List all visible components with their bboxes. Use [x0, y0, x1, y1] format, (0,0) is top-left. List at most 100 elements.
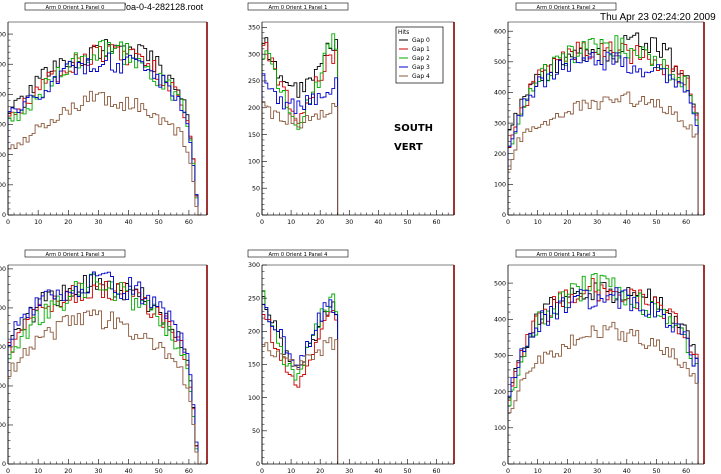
histogram-panel: Arm 0 Orient 1 Panel 3 0 100 200 300 400 500 0 1… [494, 249, 705, 474]
y-tick-label: 0 [502, 461, 506, 468]
y-tick-label: 0 [2, 212, 6, 219]
x-tick-label: 10 [34, 468, 42, 474]
y-tick-label: 250 [248, 295, 260, 302]
series-line [507, 51, 699, 215]
x-tick-label: 10 [287, 468, 295, 474]
y-tick-label: 500 [0, 61, 6, 68]
annotation-south: SOUTH [394, 123, 433, 134]
histogram-panel: Arm 0 Orient 1 Panel 2010020030040050060… [494, 2, 705, 226]
series-line [261, 101, 339, 215]
x-tick-label: 50 [155, 468, 163, 474]
panel-title-box [515, 2, 617, 11]
y-tick-label: 600 [0, 31, 6, 38]
x-tick-label: 20 [563, 219, 571, 226]
series-line [261, 310, 339, 464]
panel-title-box [24, 2, 126, 11]
histogram-panel: Arm 0 Orient 1 Panel 0010020030040050060… [0, 2, 208, 226]
x-tick-label: 0 [6, 468, 10, 474]
legend-title: Hits [398, 30, 409, 36]
series-line [507, 272, 699, 464]
panel-title-box [247, 2, 349, 11]
series-line [507, 32, 699, 215]
series-line [507, 41, 699, 215]
x-tick-label: 60 [433, 468, 441, 474]
y-tick-label: 0 [256, 212, 260, 219]
y-tick-label: 300 [0, 344, 6, 351]
x-tick-label: 30 [593, 219, 601, 226]
histogram-panel: Arm 0 Orient 1 Panel 1050100150200250300… [247, 2, 455, 226]
legend-label: Gap 0 [412, 37, 430, 44]
x-tick-label: 30 [593, 468, 601, 474]
series-line [7, 90, 201, 216]
y-tick-label: 300 [248, 51, 260, 58]
y-tick-label: 200 [494, 389, 506, 396]
x-tick-label: 60 [185, 468, 193, 474]
x-tick-label: 30 [345, 468, 353, 474]
series-line [507, 91, 699, 215]
series-line [261, 33, 339, 215]
x-tick-label: 10 [34, 219, 42, 226]
y-tick-label: 100 [0, 422, 6, 429]
y-tick-label: 100 [0, 182, 6, 189]
timestamp: Thu Apr 23 02:24:20 2009 [600, 12, 716, 23]
y-tick-label: 150 [248, 362, 260, 369]
y-tick-label: 0 [256, 461, 260, 468]
series-line [507, 321, 699, 464]
file-name: result/onlMon/hist/oa-0-4-282128.root [53, 2, 204, 12]
y-tick-label: 500 [494, 280, 506, 287]
x-tick-label: 20 [64, 219, 72, 226]
x-tick-label: 30 [94, 219, 102, 226]
x-tick-label: 20 [316, 468, 324, 474]
y-tick-label: 500 [494, 59, 506, 66]
legend-box [395, 26, 444, 84]
y-tick-label: 100 [494, 182, 506, 189]
series-line [261, 337, 339, 464]
series-line [7, 52, 201, 216]
x-tick-label: 30 [94, 468, 102, 474]
x-tick-label: 40 [374, 219, 382, 226]
x-tick-label: 50 [652, 468, 660, 474]
series-line [7, 273, 201, 465]
y-tick-label: 100 [248, 395, 260, 402]
x-tick-label: 40 [125, 219, 133, 226]
y-tick-label: 400 [0, 305, 6, 312]
y-tick-label: 200 [248, 105, 260, 112]
histogram-panel: Arm 0 Orient 1 Panel 3 0 100 200 300 400 500 0 1… [0, 249, 208, 474]
legend-label: Gap 2 [412, 55, 430, 62]
series-line [7, 39, 201, 216]
x-tick-label: 0 [260, 468, 264, 474]
legend-label: Gap 3 [412, 64, 430, 71]
series-line [7, 280, 201, 465]
panel-title: Arm 0 Orient 1 Panel 2 [537, 5, 596, 11]
series-line [7, 44, 201, 216]
y-tick-label: 50 [252, 428, 260, 435]
y-tick-label: 0 [502, 212, 506, 219]
series-line [7, 273, 201, 465]
x-tick-label: 60 [682, 219, 690, 226]
x-tick-label: 50 [403, 468, 411, 474]
y-tick-label: 50 [252, 185, 260, 192]
series-line [7, 39, 201, 216]
annotation-vert: VERT [394, 142, 423, 153]
series-line [507, 277, 699, 464]
y-tick-label: 350 [248, 25, 260, 32]
series-line [507, 282, 699, 464]
panel-title-box [247, 249, 349, 258]
x-tick-label: 0 [506, 468, 510, 474]
histogram-panel: Arm 0 Orient 1 Panel 4050100150200250300… [247, 249, 455, 474]
legend-label: Gap 1 [412, 46, 430, 53]
x-tick-label: 10 [534, 219, 542, 226]
series-line [261, 73, 339, 215]
x-tick-label: 50 [155, 219, 163, 226]
panel-title: Arm 0 Orient 1 Panel 3 [46, 252, 105, 258]
series-line [507, 35, 699, 215]
y-tick-label: 300 [248, 262, 260, 269]
y-tick-label: 0 [2, 461, 6, 468]
x-tick-label: 60 [682, 468, 690, 474]
y-tick-label: 200 [494, 151, 506, 158]
y-tick-label: 200 [0, 383, 6, 390]
series-line [7, 309, 201, 465]
y-tick-label: 400 [494, 90, 506, 97]
